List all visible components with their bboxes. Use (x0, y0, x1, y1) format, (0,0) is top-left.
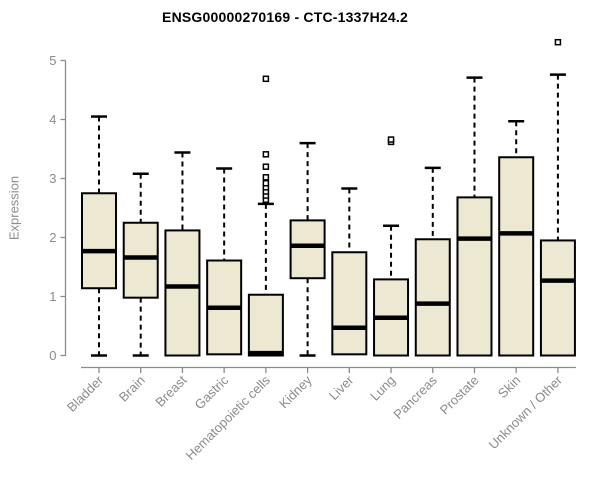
outlier-point (387, 136, 395, 143)
y-tick-label: 1 (49, 289, 56, 304)
x-tick-label: Breast (152, 372, 189, 409)
x-tick-label: Skin (495, 373, 523, 401)
outlier-point (262, 75, 270, 83)
chart-title: ENSG00000270169 - CTC-1337H24.2 (162, 9, 408, 25)
box-bladder (81, 192, 117, 290)
box-hematopoietic-cells (247, 293, 284, 357)
x-tick-label: Lung (367, 373, 398, 404)
box-prostate (456, 196, 493, 357)
x-tick-label: Unknown / Other (485, 372, 565, 452)
box-brain (122, 221, 159, 299)
x-tick-label: Bladder (64, 372, 107, 415)
x-tick-label: Gastric (192, 372, 232, 412)
y-tick-label: 5 (49, 53, 56, 68)
outlier-point (262, 151, 270, 158)
y-axis-label: Expression (6, 175, 22, 241)
box-pancreas (414, 238, 451, 357)
outlier-point (262, 179, 270, 187)
y-tick-label: 3 (49, 171, 56, 186)
box-unknown-other (539, 239, 576, 357)
y-tick-label: 0 (49, 348, 56, 363)
x-tick-label: Pancreas (390, 372, 440, 422)
x-tick-label: Kidney (276, 372, 315, 411)
x-tick-label: Prostate (437, 373, 482, 418)
y-tick-label: 2 (49, 230, 56, 245)
outlier-point (554, 38, 562, 46)
outlier-point (262, 174, 270, 181)
box-liver (331, 251, 368, 356)
box-breast (164, 229, 201, 357)
outlier-point (262, 163, 270, 170)
x-tick-label: Liver (326, 372, 357, 403)
box-skin (498, 156, 535, 357)
y-tick-label: 4 (49, 112, 56, 127)
box-kidney (289, 219, 326, 280)
x-tick-label: Brain (116, 373, 148, 405)
